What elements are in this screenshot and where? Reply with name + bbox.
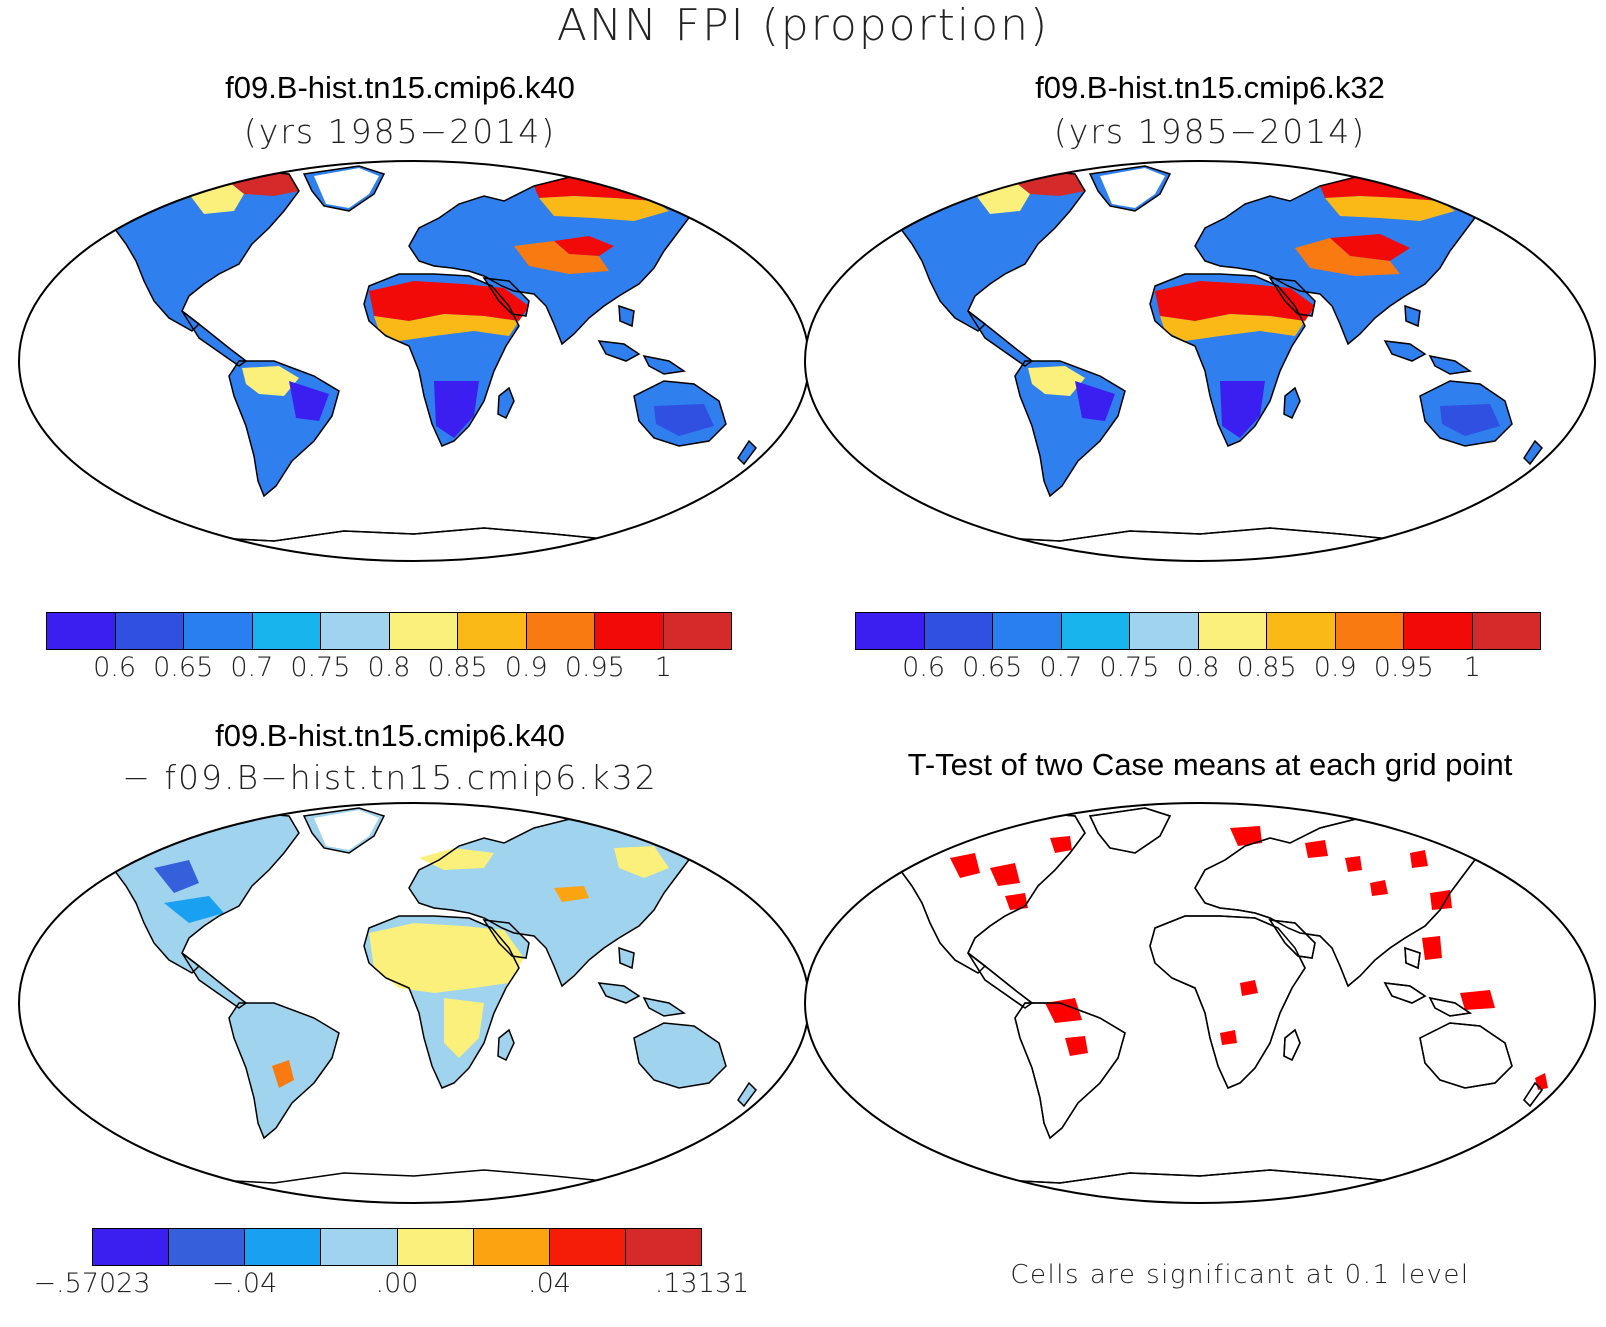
colorbar-swatch xyxy=(1130,613,1199,649)
significance-note: Cells are significant at 0.1 level xyxy=(1010,1260,1470,1290)
colorbar-tick-label: .00 xyxy=(375,1268,419,1299)
colorbar-tick-label: 1 xyxy=(1463,652,1481,683)
colorbar-swatch xyxy=(663,613,731,649)
colorbar-panel-2 xyxy=(855,612,1541,650)
colorbar-tick-label: .13131 xyxy=(654,1268,750,1299)
colorbar-tick-label: 0.9 xyxy=(1313,652,1357,683)
map-panel-3 xyxy=(18,802,810,1204)
panel-3-subtitle: − f09.B−hist.tn15.cmip6.k32 xyxy=(122,758,658,797)
colorbar-swatch xyxy=(549,1229,626,1265)
colorbar-panel-3 xyxy=(92,1228,702,1266)
colorbar-swatch xyxy=(595,613,664,649)
map-panel-4 xyxy=(804,802,1596,1204)
colorbar-swatch xyxy=(321,613,390,649)
panel-3-title: f09.B-hist.tn15.cmip6.k40 xyxy=(215,718,565,753)
colorbar-swatch xyxy=(856,613,925,649)
colorbar-swatch xyxy=(93,1229,170,1265)
colorbar-swatch xyxy=(47,613,116,649)
colorbar-panel-1 xyxy=(46,612,732,650)
colorbar-tick-label: 0.7 xyxy=(1039,652,1083,683)
colorbar-tick-label: −.04 xyxy=(211,1268,278,1299)
colorbar-labels-panel-3: −.57023 −.04 .00 .04 .13131 xyxy=(33,1268,749,1304)
colorbar-swatch xyxy=(473,1229,550,1265)
colorbar-swatch xyxy=(993,613,1062,649)
colorbar-swatch xyxy=(526,613,595,649)
colorbar-tick-label: 0.8 xyxy=(1176,652,1220,683)
colorbar-swatch xyxy=(169,1229,246,1265)
map-panel-2 xyxy=(804,160,1596,562)
colorbar-swatch xyxy=(389,613,458,649)
colorbar-tick-label: 0.65 xyxy=(962,652,1023,683)
colorbar-labels-panel-1: 0.6 0.65 0.7 0.75 0.8 0.85 0.9 0.95 1 xyxy=(46,652,732,688)
colorbar-labels-panel-2: 0.6 0.65 0.7 0.75 0.8 0.85 0.9 0.95 1 xyxy=(855,652,1541,688)
colorbar-tick-label: 1 xyxy=(654,652,672,683)
colorbar-swatch xyxy=(1198,613,1267,649)
colorbar-swatch xyxy=(458,613,527,649)
colorbar-tick-label: 0.95 xyxy=(564,652,625,683)
panel-1-subtitle: (yrs 1985−2014) xyxy=(243,112,557,151)
colorbar-tick-label: 0.65 xyxy=(153,652,214,683)
panel-1-title: f09.B-hist.tn15.cmip6.k40 xyxy=(225,70,575,105)
colorbar-swatch xyxy=(1267,613,1336,649)
colorbar-swatch xyxy=(625,1229,701,1265)
colorbar-tick-label: 0.8 xyxy=(367,652,411,683)
colorbar-swatch xyxy=(184,613,253,649)
map-panel-1 xyxy=(18,160,810,562)
colorbar-swatch xyxy=(924,613,993,649)
colorbar-tick-label: 0.9 xyxy=(504,652,548,683)
colorbar-swatch xyxy=(1335,613,1404,649)
colorbar-tick-label: 0.6 xyxy=(902,652,946,683)
colorbar-swatch xyxy=(245,1229,322,1265)
colorbar-tick-label: 0.75 xyxy=(1099,652,1160,683)
colorbar-tick-label: 0.7 xyxy=(230,652,274,683)
panel-2-title: f09.B-hist.tn15.cmip6.k32 xyxy=(1035,70,1385,105)
colorbar-tick-label: 0.85 xyxy=(427,652,488,683)
colorbar-tick-label: 0.6 xyxy=(93,652,137,683)
colorbar-tick-label: 0.85 xyxy=(1236,652,1297,683)
panel-4-title: T-Test of two Case means at each grid po… xyxy=(907,747,1513,782)
figure-title: ANN FPI (proportion) xyxy=(556,0,1050,51)
colorbar-tick-label: 0.75 xyxy=(290,652,351,683)
colorbar-swatch xyxy=(321,1229,398,1265)
colorbar-swatch xyxy=(1472,613,1540,649)
colorbar-swatch xyxy=(252,613,321,649)
colorbar-swatch xyxy=(1061,613,1130,649)
colorbar-tick-label: 0.95 xyxy=(1373,652,1434,683)
panel-2-subtitle: (yrs 1985−2014) xyxy=(1053,112,1367,151)
colorbar-swatch xyxy=(1404,613,1473,649)
colorbar-swatch xyxy=(397,1229,474,1265)
colorbar-tick-label: −.57023 xyxy=(33,1268,151,1299)
colorbar-swatch xyxy=(115,613,184,649)
colorbar-tick-label: .04 xyxy=(528,1268,571,1299)
